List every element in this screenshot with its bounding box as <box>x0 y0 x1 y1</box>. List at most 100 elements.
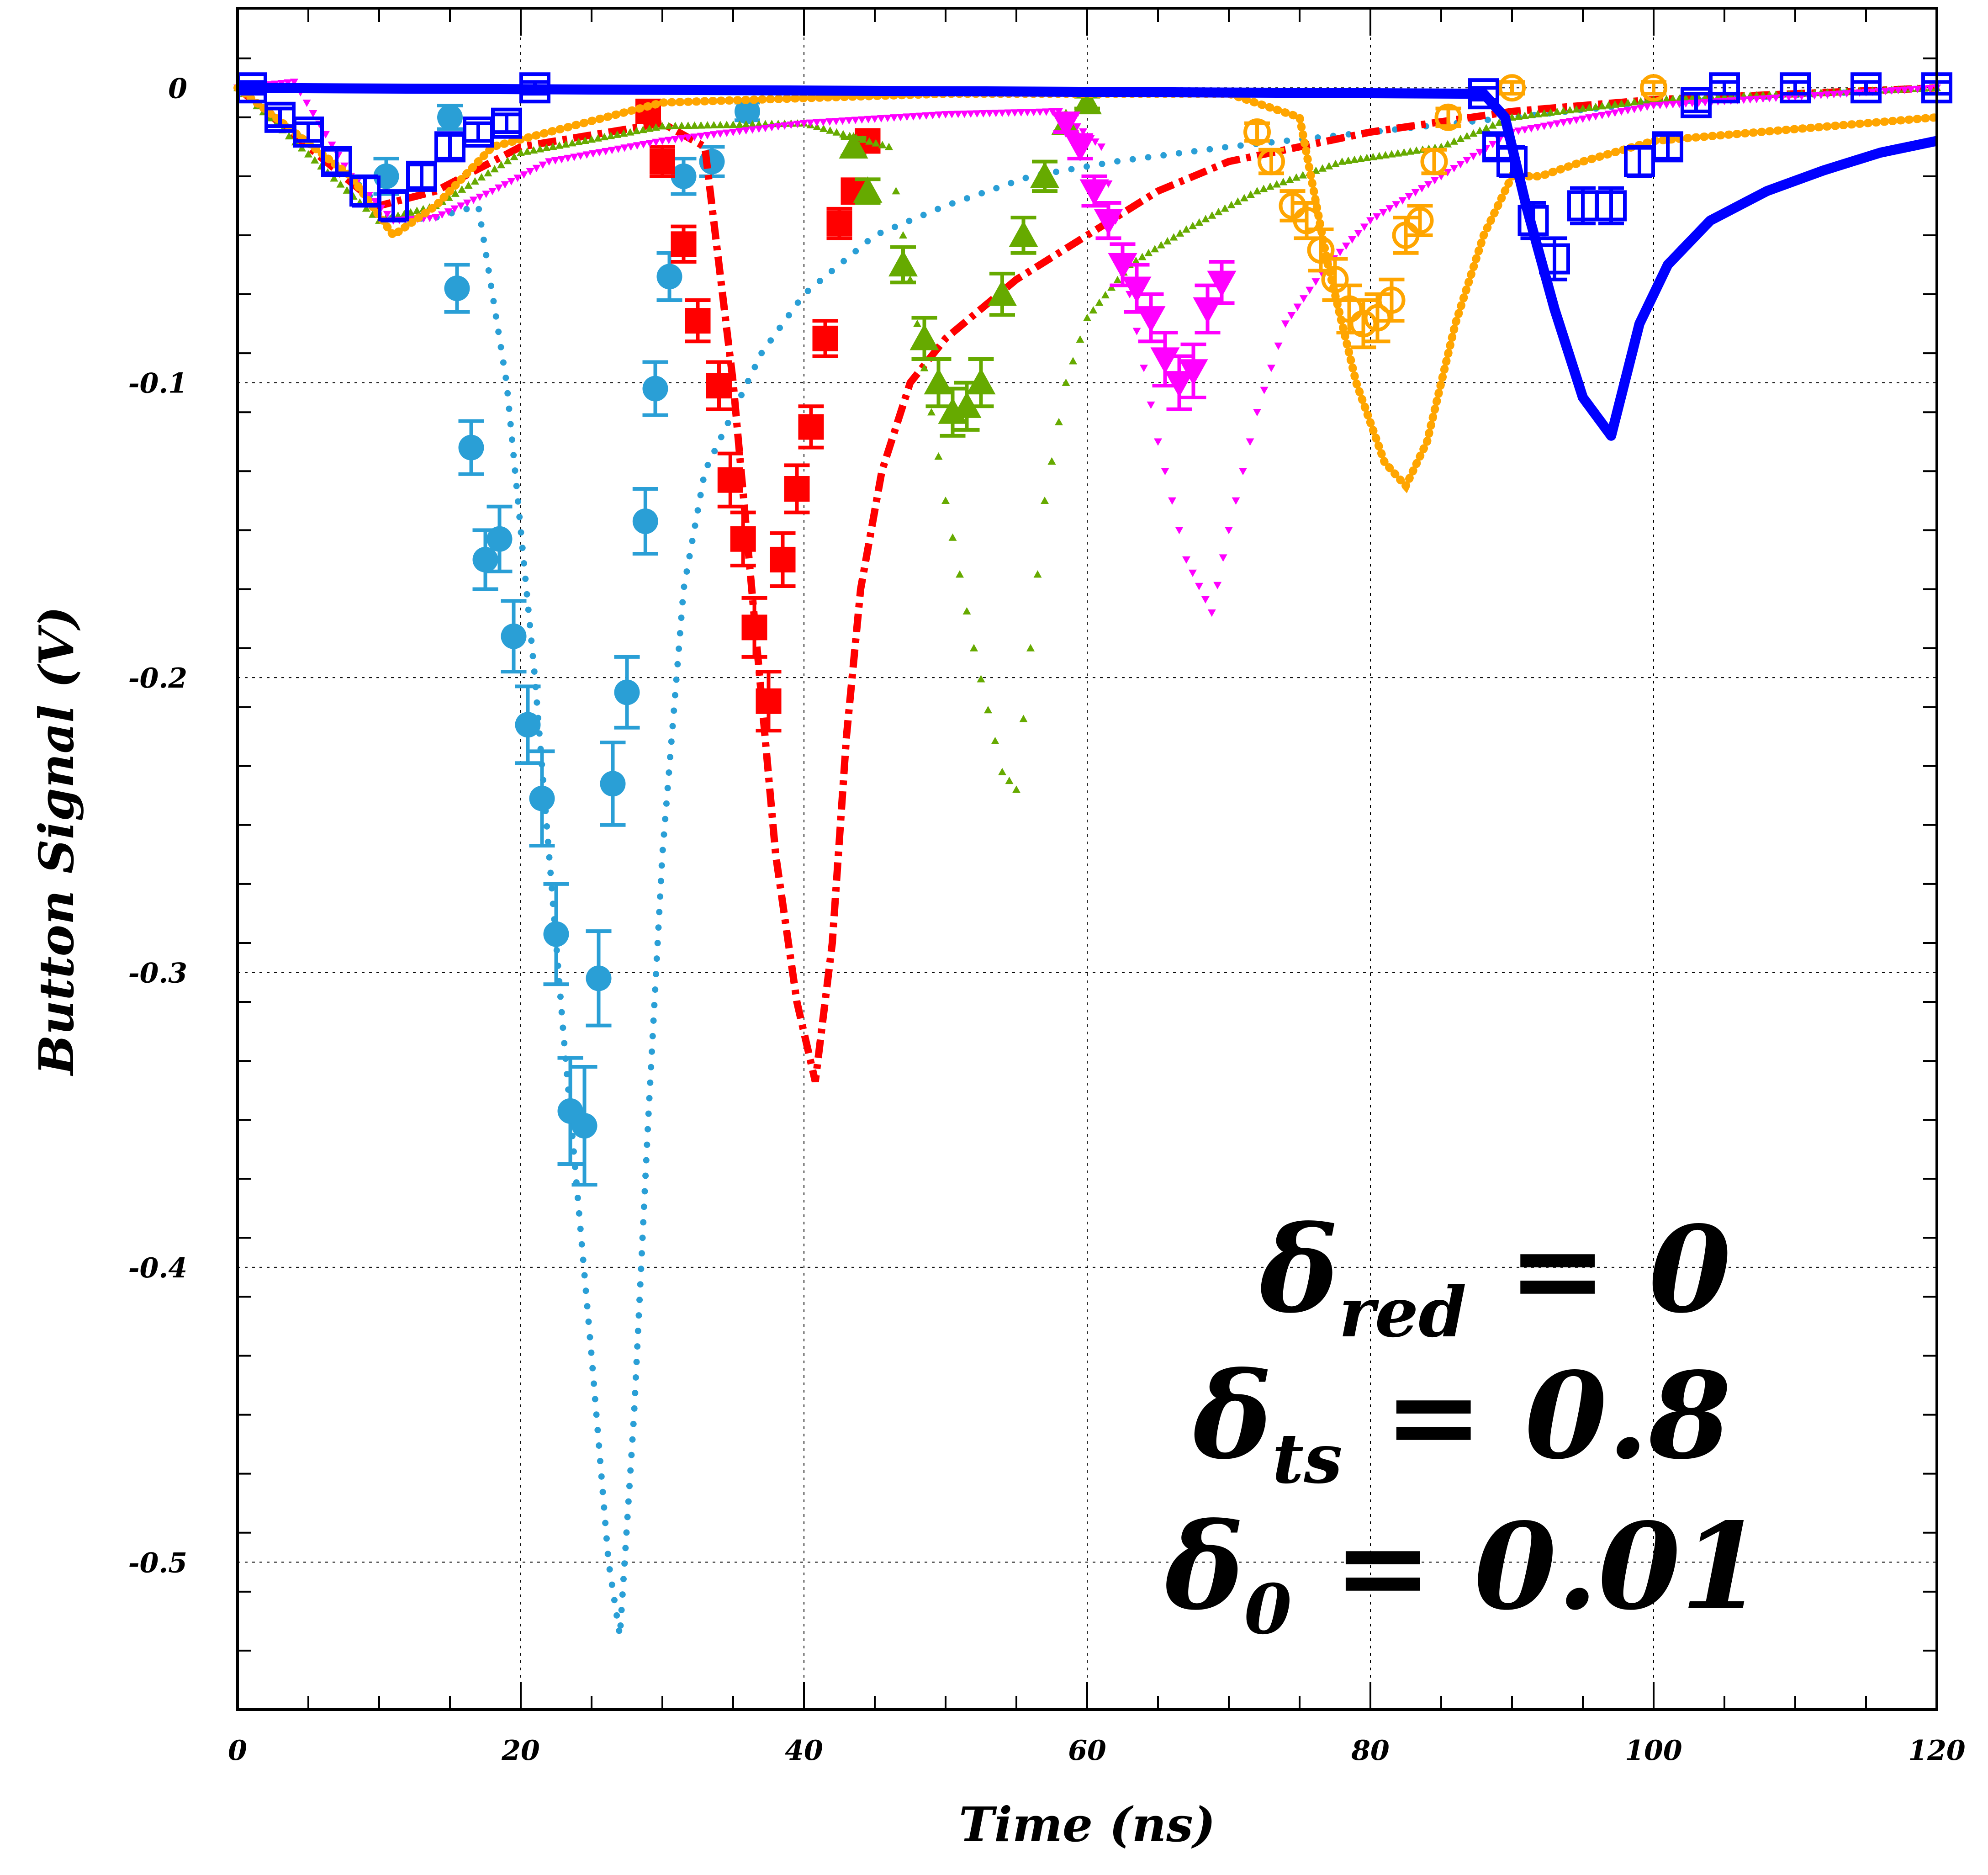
simulation-marker <box>1771 95 1780 102</box>
simulation-marker <box>941 496 950 504</box>
simulation-marker <box>735 120 744 128</box>
data-point <box>501 623 527 649</box>
simulation-marker <box>1913 85 1922 93</box>
simulation-marker <box>1475 127 1484 134</box>
simulation-marker <box>671 136 680 143</box>
simulation-marker <box>477 173 486 181</box>
simulation-marker <box>632 127 641 134</box>
simulation-marker <box>1817 91 1825 100</box>
simulation-marker <box>1836 90 1845 98</box>
simulation-marker <box>412 207 421 214</box>
simulation-marker <box>1669 95 1677 102</box>
simulation-marker <box>909 113 918 121</box>
simulation-marker <box>1643 96 1651 104</box>
simulation-marker <box>595 149 604 157</box>
simulation-marker <box>780 122 789 130</box>
simulation-marker <box>1572 105 1581 113</box>
simulation-marker <box>482 191 491 198</box>
data-point <box>1434 103 1462 131</box>
simulation-marker <box>977 675 985 683</box>
simulation-marker <box>748 120 757 128</box>
simulation-marker <box>309 110 317 118</box>
simulation-marker <box>671 122 680 129</box>
data-point <box>735 98 760 124</box>
x-tick-label: 20 <box>501 1735 540 1767</box>
data-point <box>1335 295 1363 323</box>
simulation-marker <box>838 117 847 125</box>
simulation-marker <box>1495 118 1503 126</box>
simulation-marker <box>684 134 693 142</box>
simulation-marker <box>614 145 623 154</box>
data-point <box>586 965 612 991</box>
simulation-marker <box>1208 211 1216 219</box>
simulation-marker <box>542 143 551 151</box>
data-point <box>1640 74 1667 102</box>
data-point <box>1652 131 1683 163</box>
simulation-marker <box>920 364 929 371</box>
simulation-marker <box>1565 118 1574 126</box>
x-tick-label: 100 <box>1625 1735 1682 1767</box>
simulation-marker <box>1207 609 1216 617</box>
simulation-marker <box>1225 527 1233 535</box>
simulation-marker <box>1527 111 1536 118</box>
simulation-marker <box>1095 298 1104 306</box>
simulation-marker <box>497 161 506 169</box>
simulation-marker <box>1759 95 1767 103</box>
simulation-marker <box>1151 245 1159 253</box>
simulation-marker <box>1598 111 1607 120</box>
simulation-marker <box>1239 468 1247 476</box>
simulation-marker <box>1412 146 1421 154</box>
simulation-marker <box>1810 92 1819 100</box>
simulation-marker <box>806 119 815 127</box>
simulation-marker <box>484 169 492 177</box>
data-point <box>839 132 868 159</box>
simulation-marker <box>469 196 478 204</box>
simulation-marker <box>1572 117 1581 124</box>
data-point <box>730 526 756 552</box>
data-point <box>1065 135 1095 162</box>
y-tick-label: -0.3 <box>128 957 187 989</box>
series-1-measurement <box>373 98 760 1187</box>
simulation-marker <box>1042 108 1051 116</box>
simulation-marker <box>297 144 306 152</box>
simulation-marker <box>555 141 564 149</box>
simulation-marker <box>1900 86 1909 94</box>
simulation-marker <box>1219 554 1227 562</box>
simulation-marker <box>581 136 589 144</box>
data-point <box>571 1113 597 1139</box>
simulation-marker <box>450 205 459 213</box>
simulation-marker <box>934 452 943 460</box>
simulation-marker <box>722 121 731 128</box>
simulation-marker <box>787 122 795 129</box>
simulation-marker <box>819 118 828 127</box>
data-point <box>1073 88 1102 115</box>
simulation-marker <box>813 119 821 127</box>
simulation-marker <box>1138 253 1147 260</box>
simulation-marker <box>1062 378 1070 386</box>
simulation-marker <box>1527 125 1536 133</box>
simulation-marker <box>1144 249 1153 256</box>
simulation-marker <box>1213 582 1222 589</box>
simulation-marker <box>947 111 956 118</box>
series-2-simulation <box>235 84 1937 1083</box>
simulation-marker <box>1017 109 1026 117</box>
data-point <box>706 373 732 399</box>
simulation-marker <box>1293 303 1302 311</box>
data-point <box>1468 78 1499 110</box>
simulation-marker <box>742 120 751 128</box>
simulation-marker <box>1350 155 1359 163</box>
simulation-marker <box>793 121 802 128</box>
simulation-marker <box>383 211 391 218</box>
simulation-marker <box>992 110 1000 117</box>
simulation-marker <box>1253 187 1261 195</box>
simulation-marker <box>865 137 874 145</box>
data-point <box>472 546 498 572</box>
annotation-delta-0-subscript: 0 <box>1244 1569 1291 1650</box>
data-point <box>1030 161 1059 188</box>
simulation-marker <box>1097 143 1105 151</box>
simulation-marker <box>1765 95 1774 103</box>
x-ticks: 0 20 40 60 80 100 120 <box>228 1735 1966 1767</box>
y-axis-title: Button Signal (V) <box>28 606 85 1076</box>
simulation-marker <box>832 118 841 126</box>
simulation-marker <box>330 174 338 182</box>
